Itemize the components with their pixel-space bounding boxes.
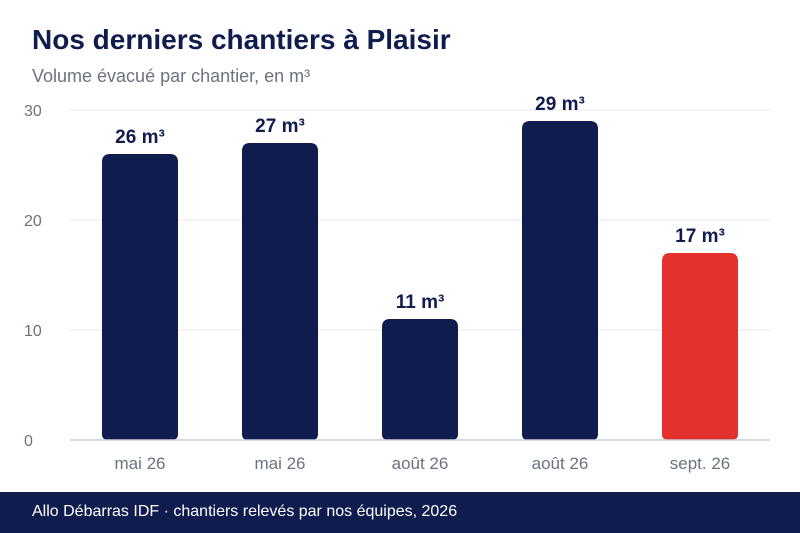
bars xyxy=(102,121,738,440)
bar xyxy=(522,121,598,440)
data-label: 27 m³ xyxy=(255,116,305,137)
data-label: 29 m³ xyxy=(535,94,585,115)
y-tick-label: 0 xyxy=(24,433,33,450)
data-label: 17 m³ xyxy=(675,226,725,247)
x-tick-labels: mai 26 mai 26 août 26 août 26 sept. 26 xyxy=(114,454,730,473)
bar xyxy=(102,154,178,440)
data-label: 26 m³ xyxy=(115,127,165,148)
x-tick-label: août 26 xyxy=(532,454,589,473)
source-note: Allo Débarras IDF · chantiers relevés pa… xyxy=(32,503,458,520)
data-label: 11 m³ xyxy=(396,292,445,313)
y-tick-label: 20 xyxy=(24,213,42,230)
x-tick-label: mai 26 xyxy=(254,454,305,473)
x-tick-label: sept. 26 xyxy=(670,454,731,473)
y-tick-label: 10 xyxy=(24,323,42,340)
bar xyxy=(382,319,458,440)
chart-title: Nos derniers chantiers à Plaisir xyxy=(32,24,451,55)
chart-subtitle: Volume évacué par chantier, en m³ xyxy=(32,66,311,86)
x-tick-label: août 26 xyxy=(392,454,449,473)
bar-chart: 0 10 20 30 26 m³ 27 m³ 11 m³ 29 m³ 17 m³ mai 26… xyxy=(24,94,770,473)
x-tick-label: mai 26 xyxy=(114,454,165,473)
y-tick-labels: 0 10 20 30 xyxy=(24,103,42,450)
data-labels: 26 m³ 27 m³ 11 m³ 29 m³ 17 m³ xyxy=(115,94,725,313)
bar xyxy=(242,143,318,440)
footer-bar: Allo Débarras IDF · chantiers relevés pa… xyxy=(0,492,800,533)
y-tick-label: 30 xyxy=(24,103,42,120)
bar xyxy=(662,253,738,440)
